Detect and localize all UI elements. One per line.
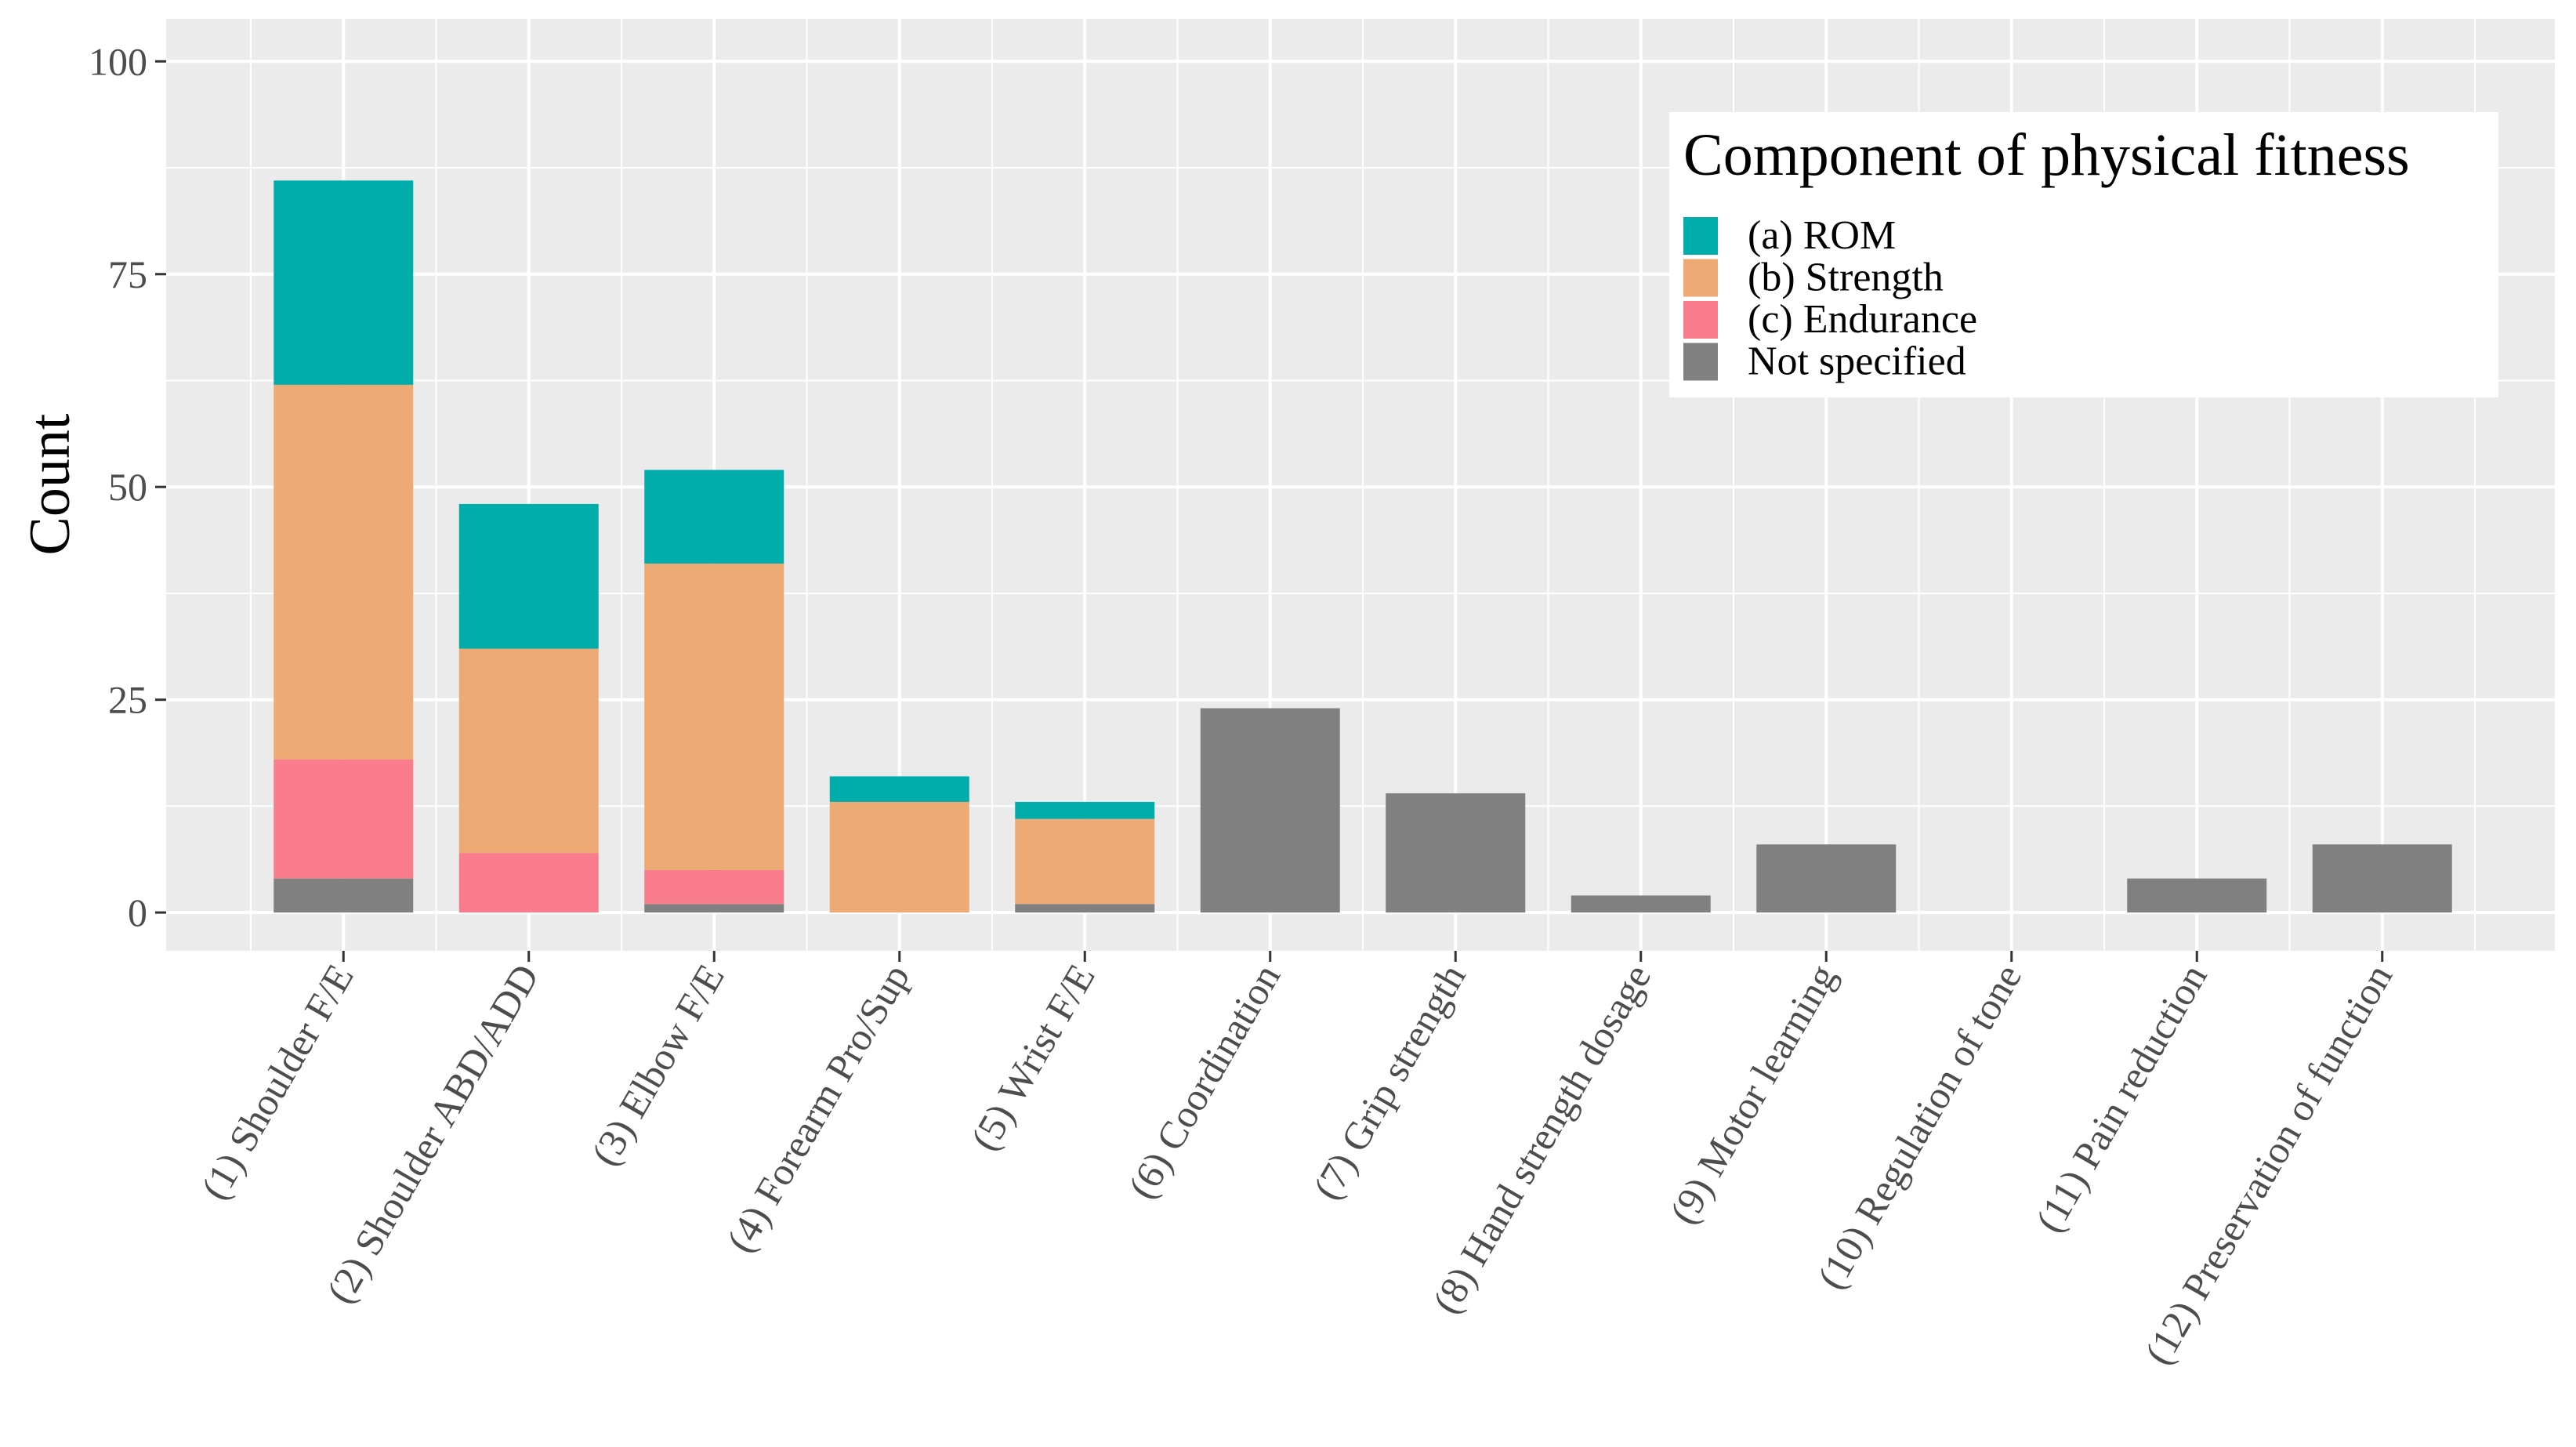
legend-key xyxy=(1683,217,1718,255)
legend-title: Component of physical fitness xyxy=(1683,122,2410,188)
bar-segment xyxy=(1571,895,1711,913)
bar-segment xyxy=(1015,904,1155,913)
bar-segment xyxy=(274,878,414,913)
bar-segment xyxy=(2127,878,2267,913)
bar-segment xyxy=(644,904,784,913)
x-tick-label: (1) Shoulder F/E xyxy=(192,957,362,1207)
x-axis-ticks: (1) Shoulder F/E(2) Shoulder ABD/ADD (3) … xyxy=(192,951,2400,1372)
bar-segment xyxy=(274,180,414,385)
legend-label: Not specified xyxy=(1748,339,1966,384)
legend-key xyxy=(1683,343,1718,381)
y-tick-label: 50 xyxy=(108,465,147,509)
bar-segment xyxy=(1756,844,1897,913)
bar-segment xyxy=(458,648,599,854)
x-tick-label: (5) Wrist F/E xyxy=(962,957,1103,1158)
legend-label: (b) Strength xyxy=(1748,256,1944,300)
legend-background xyxy=(1669,112,2498,397)
legend-key xyxy=(1683,301,1718,339)
x-tick-label: (4) Forearm Pro/Sup xyxy=(718,957,918,1260)
bar-segment xyxy=(829,776,969,802)
y-tick-label: 100 xyxy=(89,39,147,83)
legend: Component of physical fitness (a) ROM(b)… xyxy=(1669,112,2498,397)
bar-segment xyxy=(274,759,414,879)
bar-segment xyxy=(1015,818,1155,905)
x-tick-label: (6) Coordination xyxy=(1119,957,1288,1206)
x-tick-label: (9) Motor learning xyxy=(1661,957,1845,1231)
x-tick-label: (3) Elbow F/E xyxy=(582,957,733,1173)
y-tick-label: 0 xyxy=(128,890,147,934)
x-tick-label: (2) Shoulder ABD/ADD xyxy=(317,957,547,1311)
grid-minor xyxy=(166,19,2555,951)
x-tick-label: (10) Regulation of tone xyxy=(1809,957,2030,1296)
legend-key xyxy=(1683,259,1718,297)
y-axis-label: Count xyxy=(18,413,82,555)
bar-segment xyxy=(458,853,599,913)
bar-segment xyxy=(644,470,784,564)
bar-segment xyxy=(644,563,784,870)
x-tick-label: (11) Pain reduction xyxy=(2027,957,2216,1240)
y-axis-ticks: 0 25 50 75 100 xyxy=(89,39,166,934)
bar-segment xyxy=(1200,708,1340,913)
bar-segment xyxy=(1015,801,1155,819)
bar-segment xyxy=(458,503,599,649)
x-tick-label: (8) Hand strength dosage xyxy=(1424,957,1660,1322)
bars xyxy=(274,180,2452,913)
bar-segment xyxy=(829,801,969,913)
legend-label: (c) Endurance xyxy=(1748,297,1977,342)
y-tick-label: 75 xyxy=(108,252,147,296)
y-tick-label: 25 xyxy=(108,678,147,722)
bar-segment xyxy=(644,869,784,905)
bar-segment xyxy=(274,384,414,760)
bar-segment xyxy=(1386,793,1526,913)
bar-segment xyxy=(2312,844,2452,913)
legend-label: (a) ROM xyxy=(1748,213,1896,258)
x-tick-label: (7) Grip strength xyxy=(1304,957,1474,1207)
